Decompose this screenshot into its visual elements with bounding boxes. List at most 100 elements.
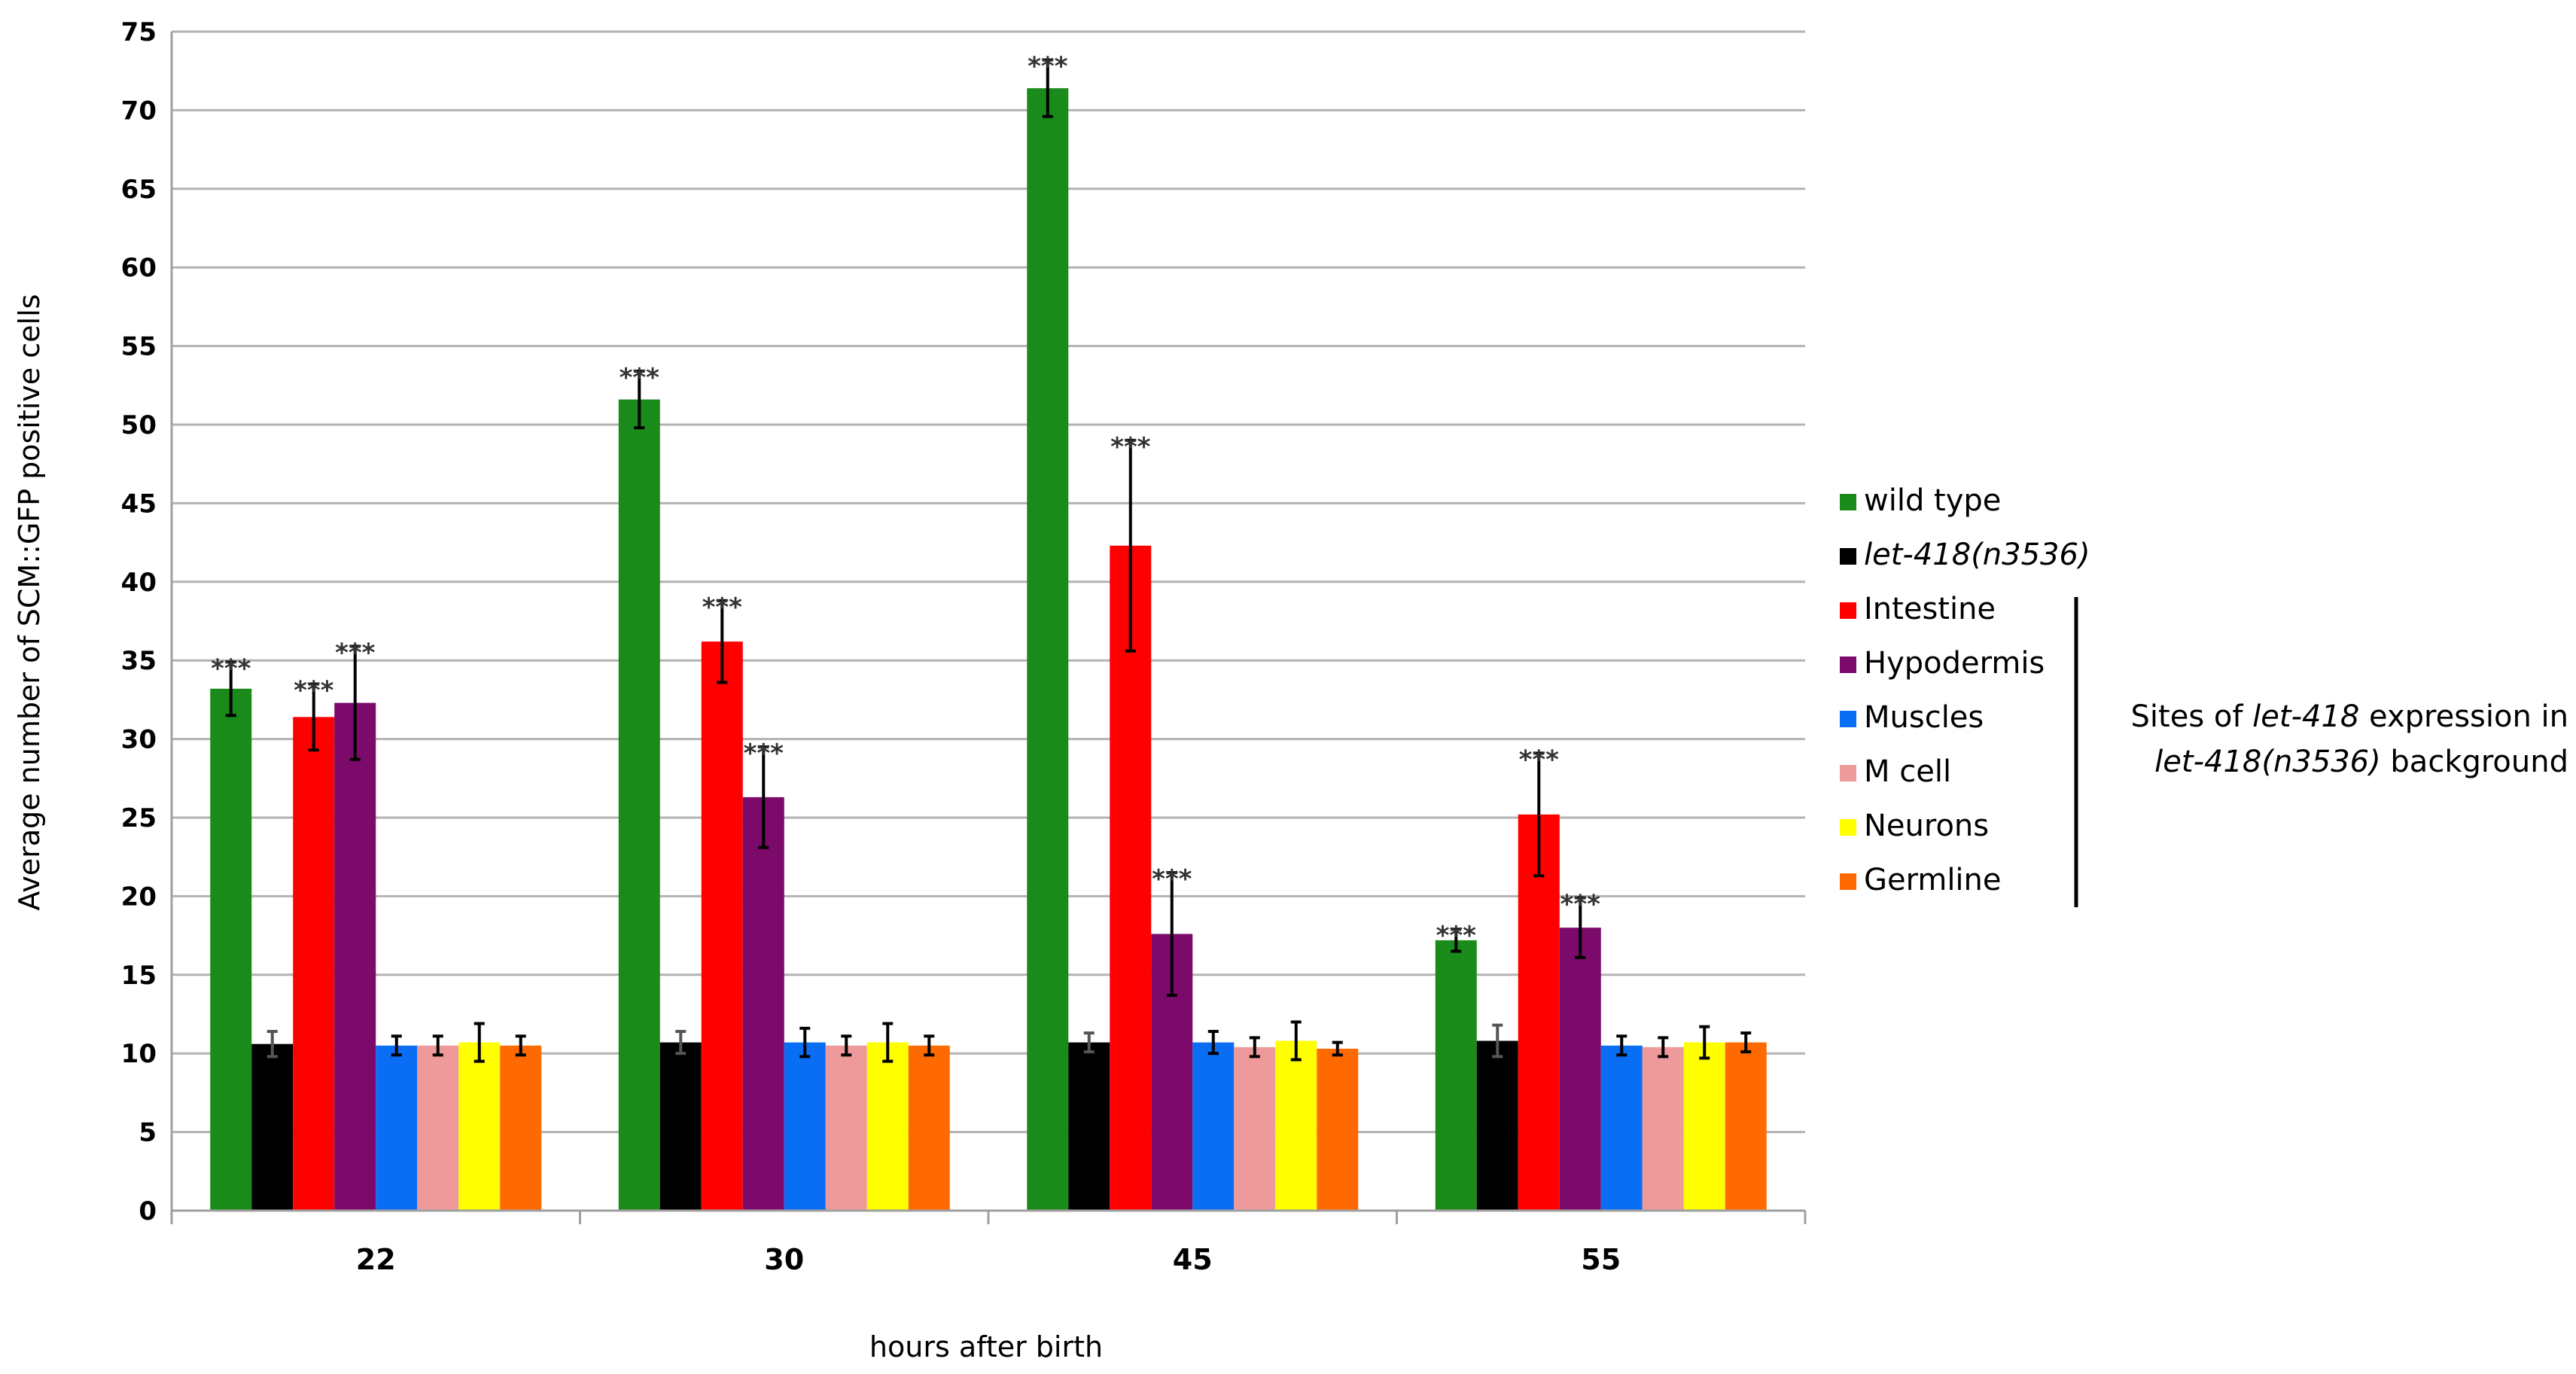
- y-tick-label-65: 65: [121, 175, 157, 205]
- error-bar-6-22: [473, 1022, 485, 1063]
- bar-intestine-22: [293, 717, 335, 1211]
- error-bar-2-45: [1125, 438, 1136, 653]
- bar-intestine-30: [701, 641, 743, 1211]
- bar-let-418-n3536--45: [1068, 1042, 1110, 1211]
- significance-marker-0-30: ***: [620, 363, 660, 393]
- y-tick-label-5: 5: [139, 1118, 157, 1148]
- error-bar-3-22: [349, 644, 361, 761]
- y-tick-label-10: 10: [121, 1039, 157, 1069]
- error-bar-4-55: [1616, 1034, 1628, 1057]
- error-bar-0-45: [1042, 58, 1053, 118]
- error-bar-4-30: [799, 1026, 811, 1059]
- bar-hypodermis-55: [1559, 928, 1601, 1211]
- x-tick-label-45: 45: [1173, 1243, 1213, 1276]
- x-axis-title: hours after birth: [869, 1330, 1103, 1363]
- legend-label-muscles: Muscles: [1864, 700, 1984, 735]
- bar-m-cell-55: [1642, 1046, 1684, 1211]
- bar-hypodermis-22: [334, 702, 376, 1211]
- note-line2-allele: let-418(n3536): [2154, 745, 2381, 779]
- significance-marker-3-55: ***: [1561, 889, 1601, 919]
- bar-intestine-55: [1518, 814, 1560, 1211]
- significance-marker-3-30: ***: [744, 739, 784, 769]
- error-bar-5-55: [1658, 1036, 1669, 1059]
- y-tick-label-20: 20: [121, 882, 157, 912]
- bar-germline-22: [500, 1045, 542, 1211]
- bar-wild-type-22: [210, 688, 252, 1211]
- error-bar-2-55: [1533, 751, 1545, 878]
- legend-label-intestine: Intestine: [1864, 592, 1996, 626]
- error-bar-7-30: [924, 1034, 935, 1057]
- bars: [210, 88, 1767, 1211]
- legend-swatch-m-cell: [1840, 765, 1856, 781]
- legend-swatch-germline: [1840, 873, 1856, 890]
- error-bar-5-30: [841, 1034, 852, 1057]
- bar-neurons-30: [866, 1042, 909, 1211]
- bar-neurons-55: [1683, 1042, 1725, 1211]
- significance-marker-3-45: ***: [1152, 864, 1192, 894]
- legend-label-neurons: Neurons: [1864, 809, 1989, 843]
- x-tick-label-30: 30: [764, 1243, 804, 1276]
- bar-muscles-45: [1192, 1042, 1235, 1211]
- error-bar-3-45: [1166, 871, 1177, 997]
- y-tick-label-50: 50: [121, 410, 157, 440]
- bar-m-cell-30: [825, 1045, 867, 1211]
- legend-swatch-hypodermis: [1840, 657, 1856, 673]
- error-bar-1-45: [1083, 1031, 1095, 1054]
- y-tick-label-55: 55: [121, 332, 157, 362]
- error-bar-0-30: [634, 370, 645, 430]
- bar-intestine-45: [1110, 545, 1152, 1211]
- bar-neurons-45: [1275, 1040, 1317, 1211]
- x-tick-label-22: 22: [356, 1243, 396, 1276]
- legend-label-let-418-n3536-: let-418(n3536): [1864, 538, 2090, 572]
- bar-m-cell-22: [417, 1045, 459, 1211]
- significance-marker-0-45: ***: [1028, 52, 1068, 82]
- significance-marker-2-55: ***: [1519, 745, 1560, 775]
- legend-swatch-neurons: [1840, 819, 1856, 836]
- error-bar-7-22: [515, 1034, 526, 1057]
- y-tick-label-60: 60: [121, 253, 157, 283]
- significance-markers: ************************************: [211, 52, 1600, 952]
- bar-muscles-22: [376, 1045, 418, 1211]
- error-bar-1-55: [1492, 1023, 1503, 1059]
- legend-label-hypodermis: Hypodermis: [1864, 646, 2045, 681]
- legend-label-m-cell: M cell: [1864, 754, 1951, 789]
- bar-muscles-30: [784, 1042, 826, 1211]
- y-tick-label-0: 0: [139, 1196, 157, 1226]
- legend-swatch-wild-type: [1840, 494, 1856, 510]
- expression-site-note: Sites of let-418 expression in let-418(n…: [2131, 699, 2568, 779]
- y-tick-label-30: 30: [121, 725, 157, 755]
- error-bar-4-45: [1207, 1029, 1219, 1056]
- bar-germline-55: [1725, 1042, 1767, 1211]
- bar-germline-30: [908, 1045, 950, 1211]
- x-tick-labels: 22 30 45 55: [356, 1243, 1621, 1276]
- error-bar-6-30: [882, 1022, 894, 1063]
- note-line1-gene: let-418: [2252, 699, 2359, 734]
- legend-swatch-let-418-n3536-: [1840, 548, 1856, 565]
- y-axis-title: Average number of SCM::GFP positive cell…: [13, 294, 46, 911]
- bar-wild-type-45: [1027, 88, 1069, 1211]
- legend-swatch-muscles: [1840, 711, 1856, 727]
- significance-marker-0-55: ***: [1436, 921, 1477, 951]
- y-tick-labels: 0 5 10 15 20 25 30 35 40 45 50 55 60 65 70 75: [121, 17, 157, 1226]
- error-bar-0-22: [225, 660, 236, 717]
- error-bar-6-45: [1290, 1020, 1302, 1062]
- note-line2-suffix: background: [2381, 745, 2568, 779]
- bar-neurons-22: [458, 1042, 501, 1211]
- bar-muscles-55: [1600, 1045, 1643, 1211]
- note-line1-prefix: Sites of: [2131, 699, 2253, 734]
- error-bar-3-30: [758, 745, 769, 849]
- significance-marker-3-22: ***: [335, 638, 376, 668]
- axes: [170, 32, 1807, 1224]
- error-bar-3-55: [1575, 896, 1586, 959]
- error-bar-6-55: [1699, 1025, 1710, 1060]
- significance-marker-2-22: ***: [294, 676, 334, 706]
- svg-text:let-418(n3536) background: let-418(n3536) background: [2154, 745, 2568, 779]
- legend: wild type let-418(n3536) Intestine Hypoderm…: [1840, 483, 2090, 897]
- significance-marker-0-22: ***: [211, 653, 251, 684]
- significance-marker-2-30: ***: [702, 593, 743, 623]
- bar-wild-type-55: [1435, 940, 1477, 1211]
- legend-swatch-intestine: [1840, 602, 1856, 619]
- y-tick-label-25: 25: [121, 803, 157, 833]
- error-bar-1-30: [675, 1029, 687, 1056]
